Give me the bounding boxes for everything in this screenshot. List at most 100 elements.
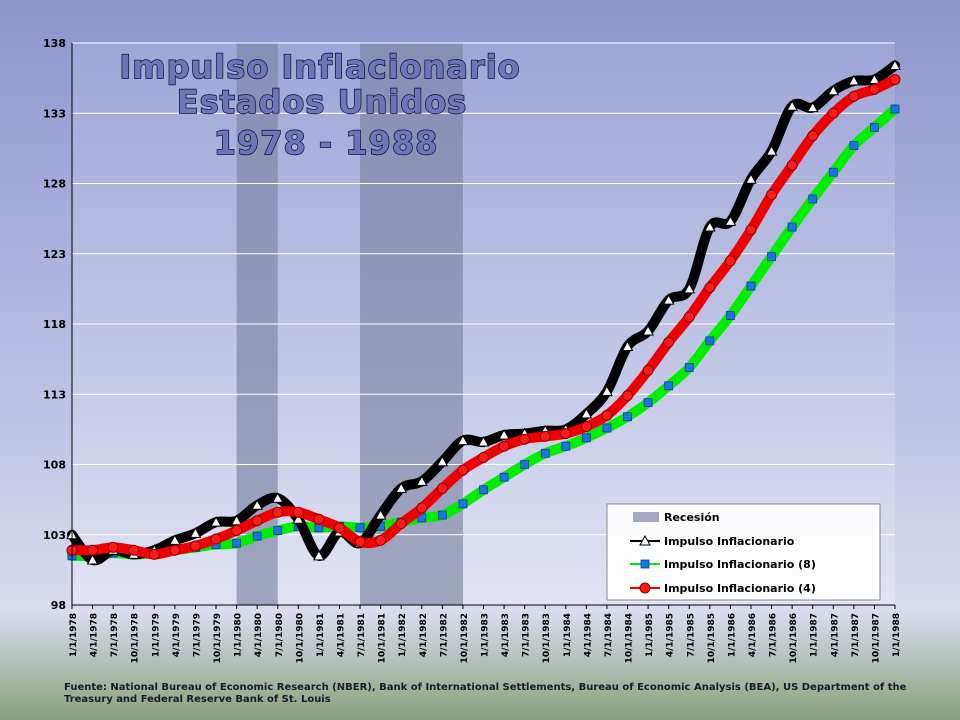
x-tick-label: 4/1/1982 <box>419 613 429 657</box>
y-tick-label: 103 <box>43 529 66 542</box>
title-line-2: Estados Unidos <box>177 83 468 121</box>
data-point <box>210 516 222 527</box>
data-point <box>581 433 591 443</box>
data-point <box>703 221 716 232</box>
data-point <box>560 428 572 440</box>
data-point <box>786 159 798 171</box>
legend-item-2: Impulso Inflacionario (8) <box>630 558 816 571</box>
data-point <box>848 74 860 86</box>
data-point <box>148 548 160 560</box>
data-point <box>498 428 510 440</box>
y-tick-label: 138 <box>43 37 66 50</box>
data-point <box>868 83 880 95</box>
data-point <box>232 538 242 548</box>
legend-swatch <box>633 512 659 522</box>
data-point <box>683 311 695 323</box>
data-point <box>849 141 859 150</box>
data-point <box>458 499 468 509</box>
data-point <box>808 194 818 204</box>
x-tick-label: 10/1/1981 <box>378 613 388 663</box>
x-tick-label: 10/1/1980 <box>295 613 305 663</box>
data-point <box>436 455 449 467</box>
legend-label: Impulso Inflacionario (4) <box>664 582 816 595</box>
x-tick-label: 7/1/1986 <box>769 613 779 657</box>
data-point <box>767 252 776 261</box>
data-point <box>395 518 407 530</box>
data-point <box>271 492 284 503</box>
data-point <box>745 173 757 184</box>
data-point <box>415 475 428 486</box>
x-tick-label: 7/1/1981 <box>357 613 367 657</box>
legend: Recesión Impulso Inflacionario Impulso Inf… <box>606 503 881 601</box>
data-point <box>726 311 735 320</box>
data-point <box>622 390 634 402</box>
legend-marker <box>639 534 651 546</box>
data-point <box>333 522 345 534</box>
data-point <box>416 502 428 514</box>
legend-item-3: Impulso Inflacionario (4) <box>630 582 816 595</box>
x-tick-label: 10/1/1985 <box>707 613 717 663</box>
series-3 <box>66 74 901 560</box>
x-tick-label: 1/1/1983 <box>481 613 491 657</box>
data-point <box>561 441 571 451</box>
data-point <box>623 412 632 422</box>
data-point <box>807 130 819 142</box>
legend-label: Impulso Inflacionario (8) <box>664 558 816 571</box>
data-point <box>292 506 304 518</box>
data-point <box>621 340 634 351</box>
y-tick-label: 123 <box>43 248 66 261</box>
data-point <box>169 544 181 556</box>
x-tick-label: 4/1/1983 <box>501 613 511 657</box>
y-tick-label: 113 <box>43 388 66 401</box>
data-point <box>868 73 881 85</box>
x-tick-label: 7/1/1984 <box>604 613 614 657</box>
data-point <box>662 294 675 305</box>
data-point <box>519 433 531 445</box>
data-point <box>642 324 654 336</box>
data-point <box>828 167 838 177</box>
data-point <box>457 464 469 476</box>
x-tick-label: 1/1/1982 <box>398 613 408 657</box>
y-tick-label: 133 <box>43 107 66 120</box>
data-point <box>663 336 675 348</box>
data-point <box>601 409 613 421</box>
legend-marker <box>640 559 650 569</box>
y-tick-label: 108 <box>43 459 66 472</box>
data-point <box>705 336 715 346</box>
data-point <box>374 509 387 520</box>
x-tick-label: 1/1/1986 <box>727 613 737 657</box>
data-point <box>292 513 305 524</box>
data-point <box>457 434 469 446</box>
data-point <box>499 472 509 482</box>
legend-label: Recesión <box>664 511 720 524</box>
data-point <box>540 448 550 458</box>
x-tick-label: 10/1/1978 <box>131 613 141 663</box>
data-point <box>354 536 366 548</box>
data-point <box>355 523 365 533</box>
data-point <box>395 482 408 493</box>
data-point <box>704 281 716 293</box>
data-point <box>827 84 840 96</box>
data-point <box>128 544 140 556</box>
x-tick-label: 7/1/1985 <box>686 613 696 657</box>
x-tick-label: 4/1/1979 <box>172 613 182 657</box>
legend-item-0: Recesión <box>633 511 720 524</box>
title-line-1: Impulso Inflacionario <box>119 48 520 86</box>
x-tick-label: 4/1/1985 <box>666 613 676 657</box>
data-point <box>87 544 99 556</box>
data-point <box>765 145 778 156</box>
data-point <box>210 533 222 545</box>
data-point <box>273 526 283 535</box>
source-note: Fuente: National Bureau of Economic Rese… <box>64 682 907 705</box>
x-tick-label: 1/1/1979 <box>151 613 161 657</box>
x-tick-label: 7/1/1980 <box>275 613 285 657</box>
data-point <box>436 482 448 494</box>
data-point <box>498 440 510 452</box>
x-tick-label: 4/1/1980 <box>254 613 264 657</box>
x-tick-label: 1/1/1984 <box>563 613 573 657</box>
data-point <box>745 224 757 236</box>
data-point <box>478 451 489 463</box>
